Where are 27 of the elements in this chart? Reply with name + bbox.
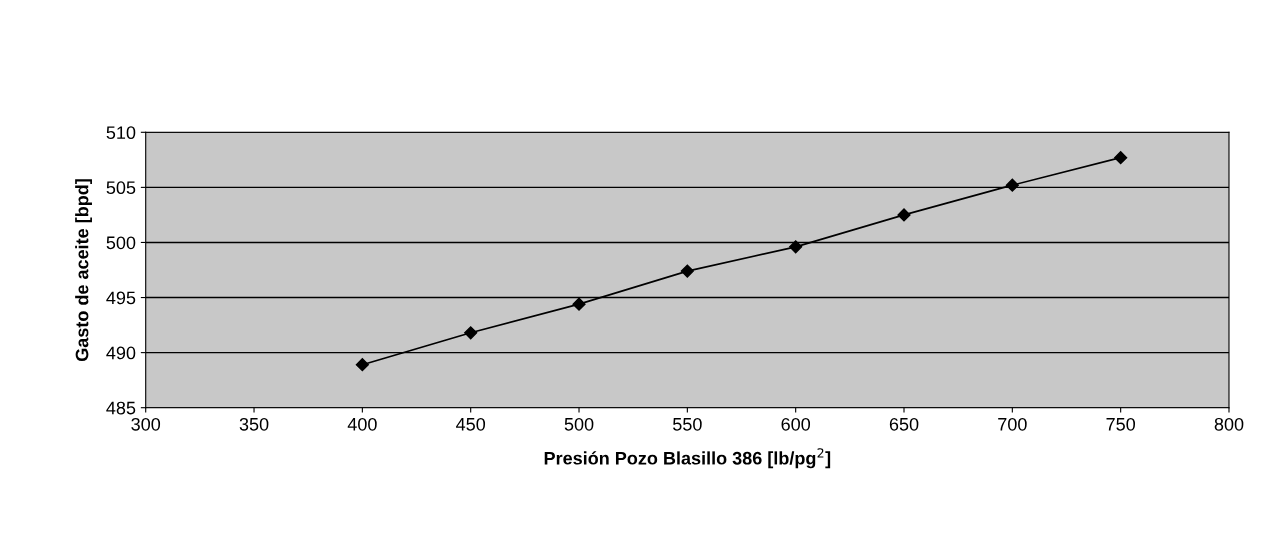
point [355, 358, 369, 372]
x-tick-label: 550 [673, 417, 702, 431]
x-tick-label: 750 [1106, 417, 1136, 431]
point [789, 240, 803, 254]
point [464, 326, 478, 340]
y-tick-label: 505 [106, 181, 136, 195]
point [680, 264, 694, 278]
x-tick-label: 300 [131, 417, 161, 431]
x-tick-label: 500 [564, 417, 594, 431]
y-axis-title: Gasto de aceite [bpd] [75, 179, 92, 362]
x-tick-label: 350 [239, 417, 269, 431]
y-tick-label: 490 [106, 346, 136, 360]
x-tick-label: 650 [889, 417, 919, 431]
point [1114, 151, 1128, 165]
x-tick-label: 600 [781, 417, 811, 431]
y-tick-label: 485 [106, 401, 136, 415]
x-tick-label: 700 [998, 417, 1027, 431]
x-axis-title: Presión Pozo Blasillo 386 [lb/pg$^{2}$] [544, 448, 831, 469]
y-tick-label: 500 [106, 236, 136, 250]
x-tick-label: 800 [1214, 417, 1244, 431]
y-tick-label: 495 [106, 291, 136, 305]
point [897, 208, 911, 222]
point [1005, 178, 1019, 192]
x-tick-label: 400 [347, 417, 377, 431]
x-tick-label: 450 [456, 417, 486, 431]
y-tick-label: 510 [106, 126, 136, 140]
point [572, 297, 586, 311]
